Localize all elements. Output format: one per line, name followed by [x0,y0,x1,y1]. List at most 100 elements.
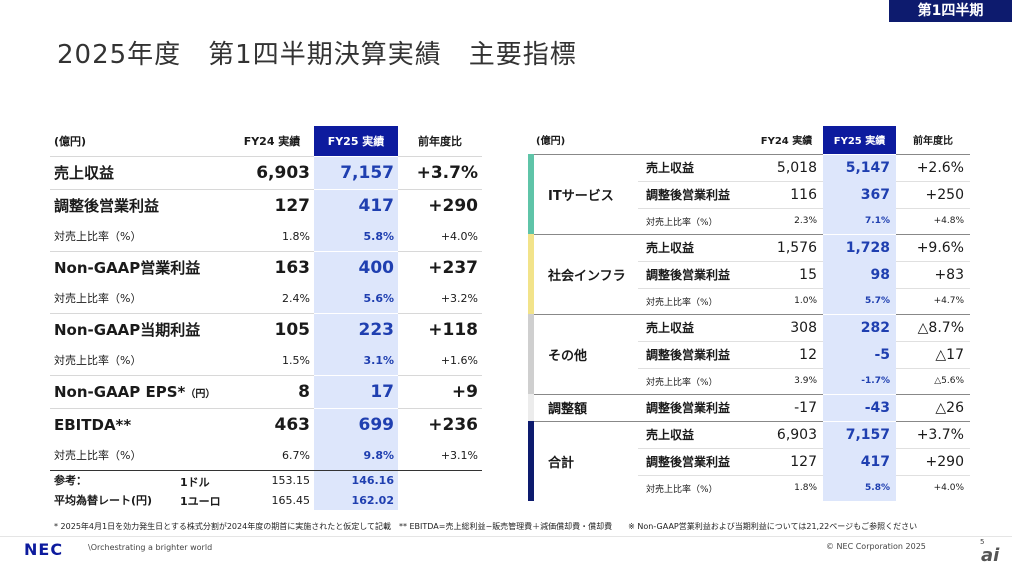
fy25-value: 400 [314,250,398,284]
page-title: 2025年度 第1四半期決算実績 主要指標 [57,40,577,70]
table-row: 調整後営業利益 12 -5 △17 [528,340,970,368]
fx-rate-row: 参考： 1ドル 153.15 146.16 [50,469,482,490]
fy24-value: 12 [750,340,823,368]
table-row: その他 売上収益 308 282 △8.7% [528,313,970,394]
segment-name: 社会インフラ [534,233,638,314]
table-row: EBITDA** 463 699 +236 [50,407,482,441]
yoy-value: +1.6% [440,353,478,367]
segment-color-bar [528,154,534,234]
table-row: 対売上比率（%） 1.8% 5.8% +4.0% [50,222,482,251]
metric-label: 対売上比率（%） [638,367,750,394]
table-row: 対売上比率（%） 2.3% 7.1% +4.8% [528,207,970,234]
header-yoy: 前年度比 [418,134,462,148]
segment-color-bar [528,314,534,394]
unit-label: (億円) [54,134,87,148]
table-row: Non-GAAP営業利益 163 400 +237 [50,250,482,284]
fy24-value: 2.4% [282,291,310,305]
table-row: 調整額 調整後営業利益 -17 -43 △26 [528,393,970,422]
page-number: 5 [980,538,985,546]
row-label: 対売上比率（%） [54,230,142,244]
empty-cell [398,490,482,510]
footnote: * 2025年4月1日を効力発生日とする株式分割が2024年度の期首に実施された… [54,522,918,531]
table-header-row: (億円) FY24 実績 FY25 実績 前年度比 [50,126,482,156]
header-yoy: 前年度比 [913,136,953,148]
fy24-value: 6,903 [750,420,823,448]
metric-label: 対売上比率（%） [638,287,750,314]
fy24-value: 5,018 [750,153,823,181]
fy24-value: 165.45 [271,493,311,507]
fy24-value: 308 [750,313,823,341]
table-row: 対売上比率（%） 1.5% 3.1% +1.6% [50,346,482,375]
quarter-badge: 第1四半期 [889,0,1012,22]
yoy-value: +237 [398,250,482,284]
fy25-value: 5,147 [823,153,896,181]
yoy-value: △5.6% [896,367,970,394]
yoy-value: +2.6% [896,153,970,181]
fy25-value: 162.02 [314,490,398,510]
fy25-value: -5 [823,341,896,368]
fy25-value: 1,728 [823,233,896,261]
currency-label: 1ユーロ [180,495,221,508]
yoy-value: +290 [398,188,482,222]
table-row: 調整後営業利益 127 417 +290 [50,188,482,222]
segment-name: その他 [534,313,638,394]
fy25-value: 7.1% [823,208,896,234]
header-fy24: FY24 実績 [243,134,301,148]
fy25-value: 5.8% [314,222,398,251]
fy25-value: 699 [314,407,398,441]
header-fy25: FY25 実績 [823,126,896,154]
metric-label: 売上収益 [638,153,750,181]
yoy-value: +250 [896,180,970,208]
fy24-value: -17 [750,393,823,422]
yoy-value: +3.2% [440,291,478,305]
fy25-value: 7,157 [823,420,896,448]
footer-divider [0,536,1012,537]
fy25-value: 5.7% [823,288,896,314]
tagline: \Orchestrating a brighter world [88,543,213,552]
segment-name: ITサービス [534,153,638,234]
table-row: 対売上比率（%） 1.0% 5.7% +4.7% [528,287,970,314]
yoy-value: +3.1% [440,448,478,462]
table-row: 調整後営業利益 116 367 +250 [528,180,970,208]
row-label: Non-GAAP営業利益 [50,250,230,284]
row-label: EBITDA** [50,407,230,441]
segment-color-bar [528,394,534,421]
segment-name: 調整額 [534,393,638,422]
fy24-value: 6.7% [282,448,310,462]
fy25-value: 5.8% [823,475,896,501]
yoy-value: +3.7% [896,420,970,448]
yoy-value: +118 [398,312,482,346]
fy24-value: 15 [750,260,823,288]
yoy-value: +9 [398,374,482,408]
fy24-value: 127 [230,188,314,222]
empty-cell [398,469,482,490]
header-fy25: FY25 実績 [314,126,398,156]
fy25-value: 3.1% [314,346,398,375]
fy24-value: 1.8% [750,474,823,501]
table-row: Non-GAAP当期利益 105 223 +118 [50,312,482,346]
fy24-value: 105 [230,312,314,346]
yoy-value: +4.0% [896,474,970,501]
metric-label: 調整後営業利益 [638,180,750,208]
fy24-value: 153.15 [230,469,314,490]
row-label: 売上収益 [50,155,230,189]
fy24-value: 8 [230,374,314,408]
metric-label: 売上収益 [638,420,750,448]
fy25-value: 17 [314,374,398,408]
fy25-value: 223 [314,312,398,346]
fy24-value: 1.8% [282,229,310,243]
fx-label: 参考： 1ドル [50,469,230,490]
yoy-value: +83 [896,260,970,288]
row-label: Non-GAAP EPS*（円） [50,374,230,408]
fy25-value: 5.6% [314,284,398,313]
table-row: 対売上比率（%） 2.4% 5.6% +3.2% [50,284,482,313]
row-label: 対売上比率（%） [54,292,142,306]
copyright: © NEC Corporation 2025 [826,542,926,551]
fy25-value: 146.16 [314,469,398,490]
fy24-value: 163 [230,250,314,284]
fy25-value: -1.7% [823,368,896,394]
fy24-value: 1.0% [750,287,823,314]
metric-label: 売上収益 [638,233,750,261]
ai-watermark-logo: ai [981,545,1000,566]
yoy-value: +3.7% [398,155,482,189]
